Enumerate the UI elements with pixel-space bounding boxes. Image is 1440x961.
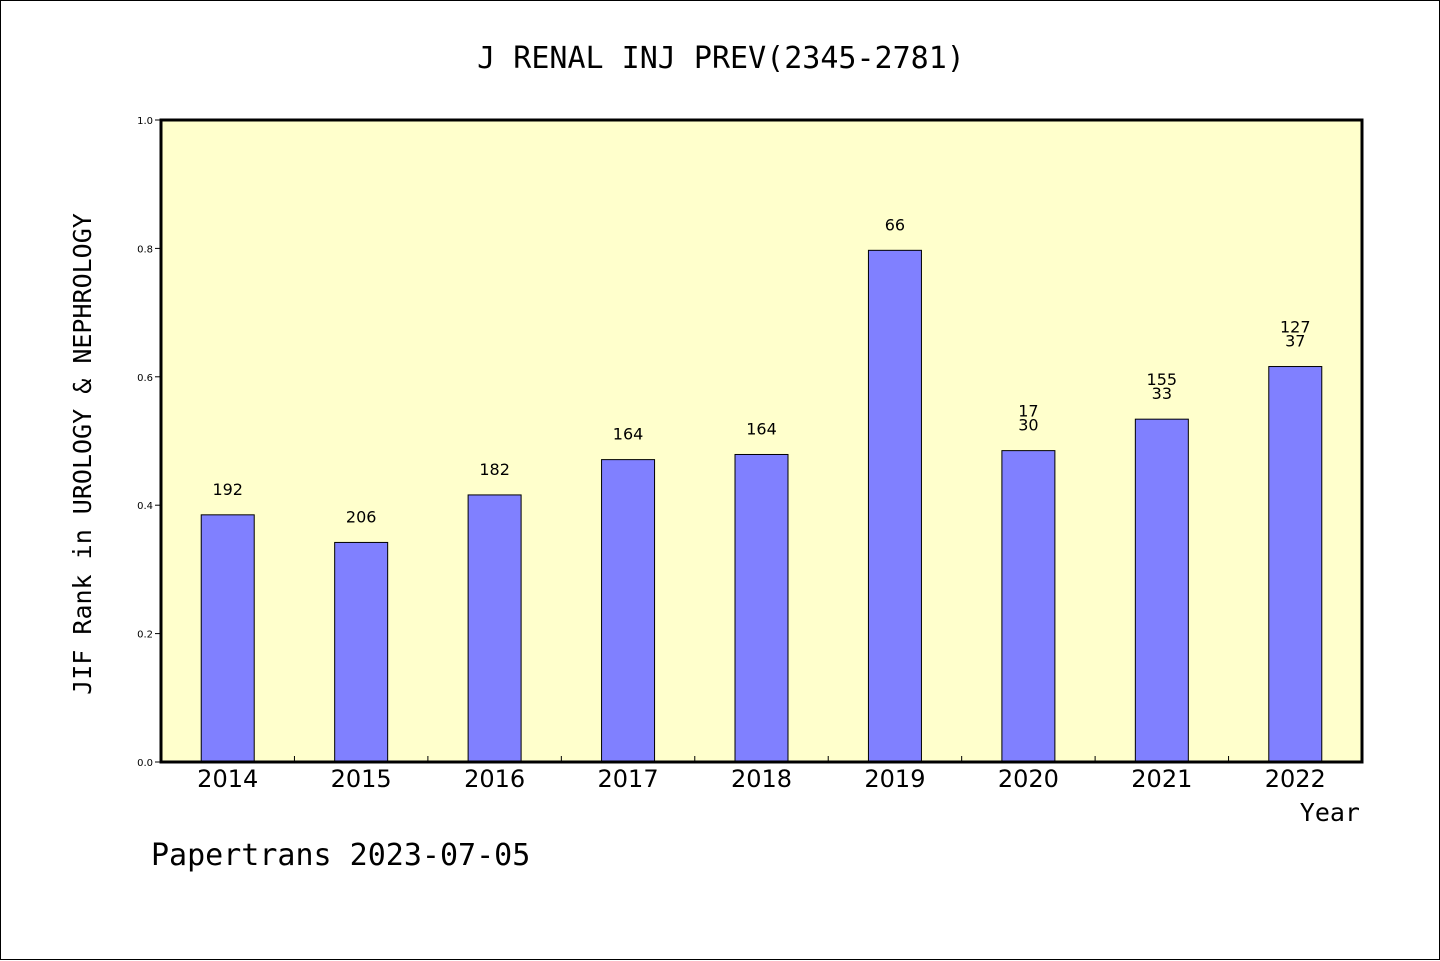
x-tick-label: 2018 [731, 765, 792, 793]
x-tick-label: 2022 [1265, 765, 1326, 793]
data-label: 33 [1152, 384, 1172, 403]
chart-title: J RENAL INJ PREV(2345-2781) [477, 41, 965, 76]
x-tick-label: 2014 [197, 765, 258, 793]
data-label: 182 [479, 460, 510, 479]
bar-2015 [334, 541, 389, 763]
y-tick-label: 0.0 [137, 758, 153, 769]
bar-2014 [200, 514, 255, 763]
bar-2016 [467, 494, 522, 763]
x-tick-label: 2021 [1131, 765, 1192, 793]
bar-2018 [734, 453, 789, 763]
x-tick-label: 2017 [598, 765, 659, 793]
x-tick-label: 2019 [864, 765, 925, 793]
x-tick-label: 2016 [464, 765, 525, 793]
plot-border [159, 118, 1364, 764]
data-label: 30 [1018, 416, 1038, 435]
y-tick-label: 0.2 [137, 630, 153, 641]
footer-credit: Papertrans 2023-07-05 [151, 838, 530, 873]
x-axis-label: Year [1300, 798, 1360, 827]
bar-2017 [601, 459, 656, 763]
data-label: 164 [613, 425, 644, 444]
data-label: 66 [885, 215, 905, 234]
bar-2019 [867, 249, 922, 763]
y-tick-label: 0.4 [137, 501, 153, 512]
data-label: 192 [212, 480, 243, 499]
x-tick-label: 2020 [998, 765, 1059, 793]
bar-2021 [1134, 418, 1189, 763]
data-label: 37 [1285, 332, 1305, 351]
data-label: 17 [1018, 402, 1038, 421]
bar-2020 [1001, 450, 1056, 763]
data-label: 206 [346, 507, 377, 526]
x-tick-label: 2015 [331, 765, 392, 793]
y-tick-label: 0.8 [137, 244, 153, 255]
bars-group [200, 249, 1323, 763]
bar-2022 [1268, 366, 1323, 763]
data-label: 155 [1147, 370, 1178, 389]
data-label: 164 [746, 419, 777, 438]
y-tick-label: 0.6 [137, 373, 153, 384]
y-axis-label: JIF Rank in UROLOGY & NEPHROLOGY [68, 213, 97, 695]
data-label: 127 [1280, 318, 1311, 337]
y-tick-label: 1.0 [137, 116, 153, 127]
x-axis-ticks: 2014 2015 2016 2017 2018 2019 2020 2021 2022 [197, 756, 1326, 793]
y-axis-ticks: 0.0 0.2 0.4 0.6 0.8 1.0 [137, 116, 161, 769]
